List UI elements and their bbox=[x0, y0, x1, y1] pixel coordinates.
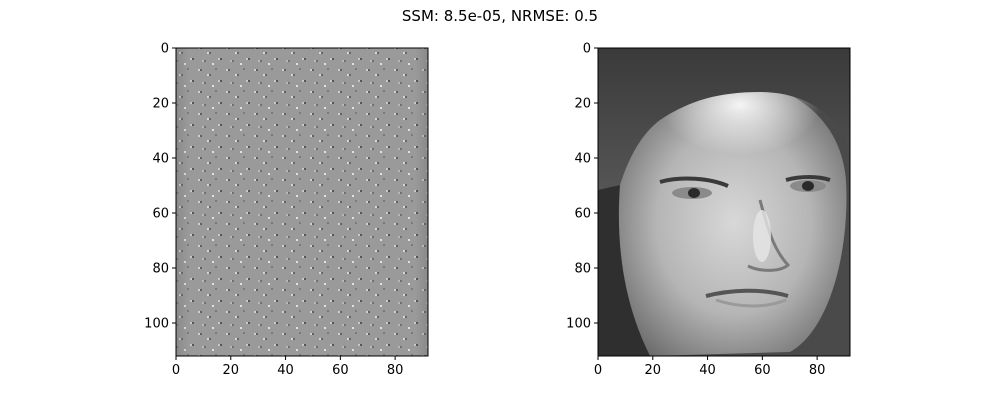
face-frame bbox=[597, 47, 851, 357]
panel-face: 0 20 40 60 80 0 20 40 60 80 100 bbox=[566, 42, 851, 379]
y-tick-label: 80 bbox=[574, 262, 591, 277]
lower-lip bbox=[715, 298, 787, 308]
hair bbox=[598, 48, 850, 190]
x-tick-label: 0 bbox=[172, 363, 180, 378]
x-tick-label: 60 bbox=[332, 363, 349, 378]
y-tick-label: 40 bbox=[152, 152, 169, 167]
left-brow bbox=[659, 176, 729, 188]
y-tick-label: 80 bbox=[152, 262, 169, 277]
x-tick-label: 0 bbox=[594, 363, 602, 378]
nose-highlight bbox=[753, 210, 771, 262]
left-cheek-shadow bbox=[598, 185, 650, 356]
panel-difference: 0 20 40 60 80 0 20 40 60 80 100 bbox=[144, 42, 429, 379]
x-tick-label: 40 bbox=[277, 363, 294, 378]
difference-frame bbox=[175, 47, 429, 357]
x-tick-label: 20 bbox=[645, 363, 662, 378]
face-image bbox=[598, 48, 850, 356]
mouth bbox=[705, 288, 789, 298]
y-tick-label: 60 bbox=[152, 207, 169, 222]
right-pupil bbox=[802, 181, 814, 191]
y-tick-label: 20 bbox=[152, 97, 169, 112]
y-tick-label: 20 bbox=[574, 97, 591, 112]
y-tick-label: 60 bbox=[574, 207, 591, 222]
difference-edge-shading bbox=[176, 48, 428, 356]
y-tick-label: 0 bbox=[161, 42, 169, 57]
y-tick-label: 0 bbox=[583, 42, 591, 57]
x-tick-label: 80 bbox=[387, 363, 404, 378]
x-tick-label: 20 bbox=[223, 363, 240, 378]
y-tick-label: 100 bbox=[566, 317, 591, 332]
difference-axes: 0 20 40 60 80 0 20 40 60 80 100 bbox=[144, 42, 403, 379]
x-tick-label: 80 bbox=[809, 363, 826, 378]
face-axes: 0 20 40 60 80 0 20 40 60 80 100 bbox=[566, 42, 825, 379]
chart-title: SSM: 8.5e-05, NRMSE: 0.5 bbox=[402, 7, 598, 25]
x-tick-label: 60 bbox=[754, 363, 771, 378]
left-pupil bbox=[688, 188, 700, 198]
right-brow bbox=[785, 175, 831, 182]
x-tick-label: 40 bbox=[699, 363, 716, 378]
y-tick-label: 100 bbox=[144, 317, 169, 332]
y-tick-label: 40 bbox=[574, 152, 591, 167]
